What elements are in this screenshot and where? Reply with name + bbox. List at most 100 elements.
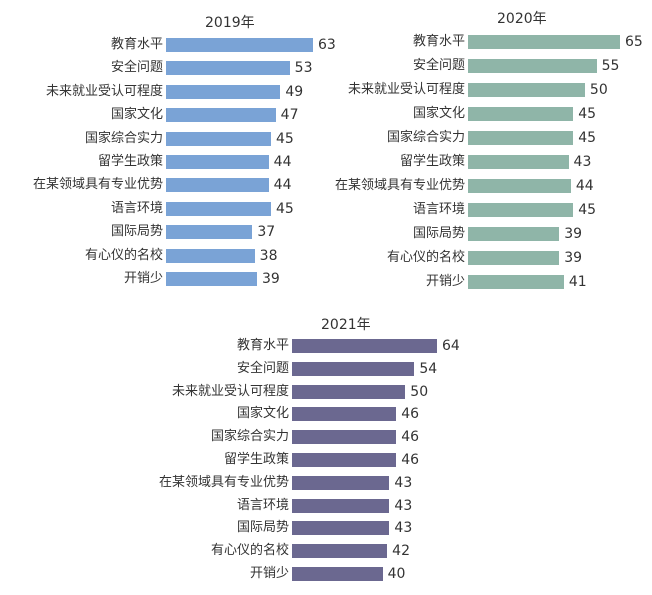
bar	[166, 201, 271, 216]
bar-row: 留学生政策 43	[0, 153, 652, 171]
bar	[292, 521, 390, 536]
category-label: 语言环境	[236, 497, 289, 513]
bar	[292, 498, 390, 513]
value-label: 38	[259, 247, 278, 264]
value-label: 46	[401, 452, 420, 468]
bar	[468, 59, 597, 73]
bar-row: 国家综合实力 46	[0, 428, 652, 446]
bar	[292, 453, 397, 467]
bar-row: 国家综合实力 45	[0, 130, 652, 148]
category-label: 有心仪的名校	[84, 247, 163, 263]
value-label: 39	[564, 250, 583, 266]
category-label: 安全问题	[236, 360, 289, 376]
bar	[468, 179, 571, 193]
value-label: 47	[280, 107, 299, 124]
bar-row: 国际局势 37	[0, 223, 652, 241]
category-label: 教育水平	[412, 34, 465, 49]
bar-row: 留学生政策 46	[0, 451, 652, 469]
value-label: 45	[578, 106, 597, 122]
value-label: 39	[262, 271, 280, 287]
bar	[468, 107, 574, 121]
bar	[292, 407, 397, 422]
bar-row: 未来就业受认可程度 50	[0, 81, 652, 99]
category-label: 国家综合实力	[210, 429, 289, 445]
bar	[468, 83, 585, 97]
category-label: 教育水平	[110, 37, 163, 52]
bar	[166, 178, 269, 193]
value-label: 65	[625, 34, 643, 50]
bar-row: 国际局势 43	[0, 519, 652, 537]
bar	[468, 275, 564, 289]
bar-row: 语言环境 45	[0, 200, 652, 218]
bar-row: 在某领域具有专业优势 44	[0, 177, 652, 195]
value-label: 42	[392, 543, 410, 560]
bar	[166, 38, 313, 52]
bar	[468, 35, 620, 49]
value-label: 45	[578, 202, 597, 218]
bar	[468, 227, 560, 241]
category-label: 未来就业受认可程度	[171, 383, 289, 399]
bar	[166, 61, 290, 76]
category-label: 留学生政策	[223, 452, 289, 467]
category-label: 安全问题	[110, 60, 163, 76]
bar-row: 国家文化 45	[0, 105, 652, 123]
chart-title: 2021年	[321, 317, 371, 333]
category-label: 国际局势	[412, 226, 465, 241]
value-label: 50	[589, 82, 608, 98]
value-label: 40	[387, 566, 406, 582]
category-label: 有心仪的名校	[386, 250, 465, 265]
category-label: 国家文化	[236, 406, 289, 422]
chart-2019: 2019年 教育水平 63 安全问题 53 未来就业受认可程度 49 国家文化 47 国家综合实…	[0, 0, 340, 300]
bar-row: 留学生政策 44	[0, 153, 652, 171]
bar	[166, 131, 271, 146]
category-label: 有心仪的名校	[210, 543, 289, 559]
chart-2020: 2020年 教育水平 65 安全问题 55 未来就业受认可程度 50 国家文化 45 国家综合实…	[0, 11, 652, 291]
bar-row: 安全问题 55	[0, 57, 652, 75]
value-label: 43	[394, 520, 413, 537]
bar	[292, 567, 383, 581]
bar	[166, 84, 281, 99]
bar-row: 开销少 41	[0, 273, 652, 291]
bar	[292, 430, 397, 445]
value-label: 43	[394, 474, 413, 491]
value-label: 63	[318, 37, 336, 53]
bar-row: 语言环境 45	[0, 201, 652, 219]
category-label: 开销少	[249, 566, 289, 581]
bar-row: 国家综合实力 45	[0, 129, 652, 147]
category-label: 开销少	[123, 271, 163, 286]
bar	[292, 384, 406, 399]
category-label: 安全问题	[412, 58, 465, 73]
bar-row: 教育水平 63	[0, 36, 652, 54]
bar	[292, 339, 437, 353]
category-label: 语言环境	[412, 202, 465, 217]
value-label: 44	[273, 154, 292, 170]
value-label: 46	[401, 429, 420, 446]
value-label: 43	[394, 497, 413, 514]
chart-title: 2020年	[497, 11, 547, 27]
bar-row: 国家文化 46	[0, 405, 652, 423]
value-label: 53	[294, 60, 313, 77]
bar-row: 开销少 40	[0, 565, 652, 583]
category-label: 留学生政策	[97, 154, 163, 169]
value-label: 55	[601, 58, 620, 74]
category-label: 未来就业受认可程度	[45, 83, 163, 99]
bar	[166, 225, 253, 240]
value-label: 37	[257, 224, 276, 241]
value-label: 50	[410, 383, 429, 400]
bar	[292, 475, 390, 490]
category-label: 国家综合实力	[84, 130, 163, 146]
value-label: 45	[276, 130, 294, 147]
value-label: 43	[573, 154, 592, 170]
bar	[468, 251, 560, 265]
value-label: 46	[401, 406, 420, 423]
value-label: 44	[273, 177, 292, 194]
category-label: 在某领域具有专业优势	[334, 178, 465, 193]
category-label: 国际局势	[236, 520, 289, 536]
category-label: 未来就业受认可程度	[347, 82, 465, 97]
bar-row: 未来就业受认可程度 50	[0, 383, 652, 401]
bar-row: 语言环境 43	[0, 497, 652, 515]
value-label: 54	[419, 360, 438, 377]
category-label: 国家文化	[412, 106, 465, 121]
category-label: 语言环境	[110, 200, 163, 216]
